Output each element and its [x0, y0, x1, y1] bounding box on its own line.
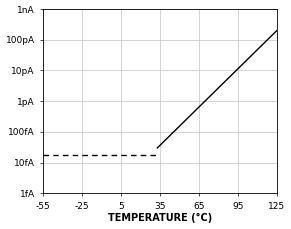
X-axis label: TEMPERATURE (°C): TEMPERATURE (°C) — [108, 213, 212, 224]
